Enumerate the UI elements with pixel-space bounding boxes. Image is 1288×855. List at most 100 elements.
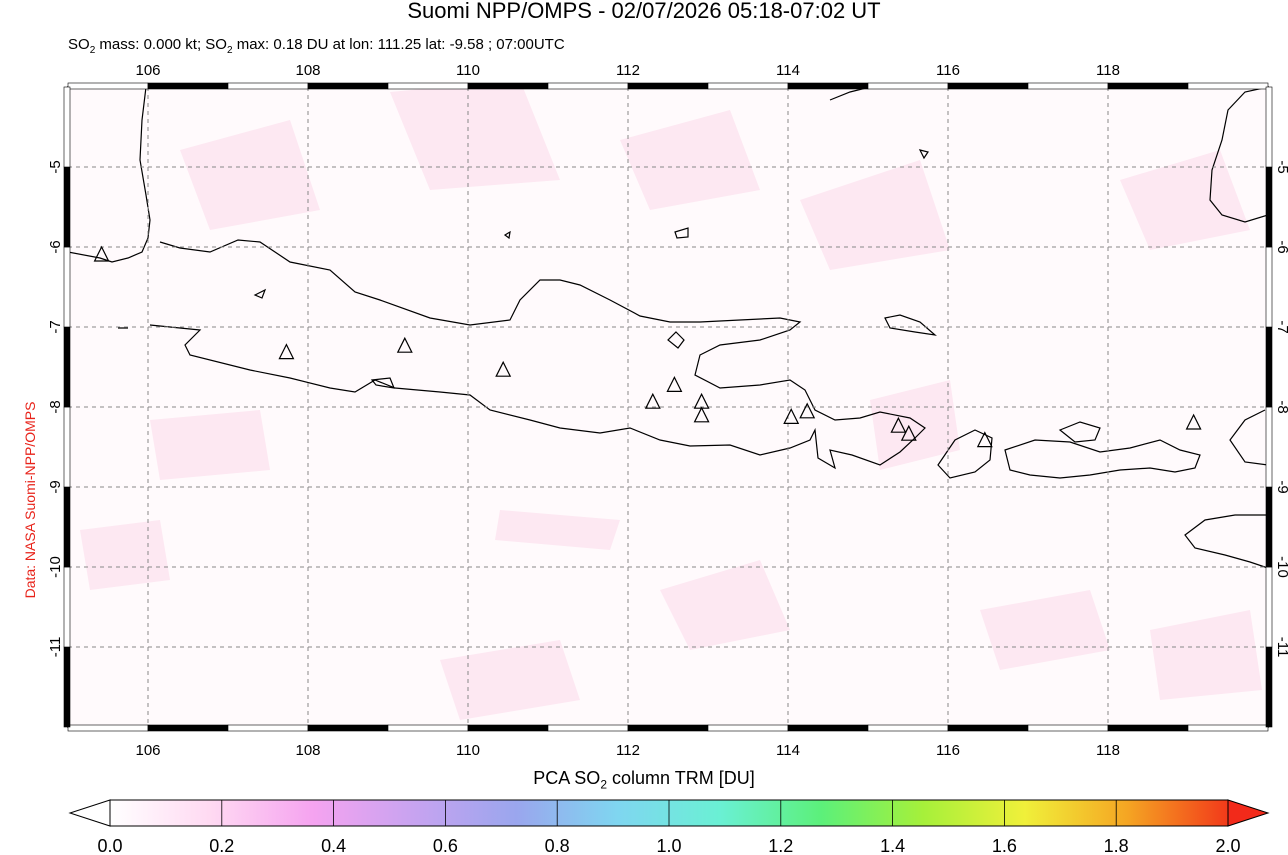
frame-bar-left bbox=[63, 166, 71, 248]
frame-bar-bottom bbox=[147, 724, 229, 732]
volcano-marker bbox=[644, 392, 661, 409]
frame-bar-left bbox=[63, 86, 71, 168]
volcano-marker bbox=[799, 402, 816, 419]
lat-tick-label-right: -7 bbox=[1274, 320, 1288, 333]
lon-tick-label-top: 118 bbox=[1096, 62, 1120, 79]
lon-tick-label-bottom: 112 bbox=[616, 742, 640, 759]
lon-tick-label-bottom: 118 bbox=[1096, 742, 1120, 759]
frame-bar-bottom bbox=[947, 724, 1029, 732]
frame-bar-left bbox=[63, 326, 71, 408]
frame-bar-top bbox=[307, 82, 389, 90]
frame-bar-top bbox=[947, 82, 1029, 90]
volcano-marker bbox=[278, 343, 295, 360]
colorbar-tick-label: 0.6 bbox=[433, 836, 458, 855]
frame-bar-right bbox=[1265, 246, 1273, 328]
frame-bar-top bbox=[387, 82, 469, 90]
page-title: Suomi NPP/OMPS - 02/07/2026 05:18-07:02 … bbox=[407, 0, 881, 23]
colorbar-tick-label: 0.4 bbox=[321, 836, 346, 855]
volcano-marker bbox=[976, 431, 993, 448]
colorbar-high-arrow bbox=[1227, 799, 1270, 827]
colorbar-tick-label: 0.2 bbox=[209, 836, 234, 855]
frame-bar-left bbox=[63, 406, 71, 488]
lon-tick-label-top: 108 bbox=[295, 62, 320, 79]
colorbar-tick-label: 1.8 bbox=[1104, 836, 1129, 855]
frame-bar-top bbox=[227, 82, 309, 90]
frame-bar-left bbox=[63, 646, 71, 728]
volcano-marker bbox=[693, 406, 710, 423]
volcano-marker bbox=[93, 245, 110, 262]
frame-bar-right bbox=[1265, 166, 1273, 248]
frame-bar-bottom bbox=[867, 724, 949, 732]
colorbar-tick-label: 1.4 bbox=[880, 836, 905, 855]
frame-bar-bottom bbox=[547, 724, 629, 732]
lat-tick-label-left: -5 bbox=[47, 160, 64, 173]
lon-tick-label-bottom: 108 bbox=[295, 742, 320, 759]
map-subtitle: SO2 mass: 0.000 kt; SO2 max: 0.18 DU at … bbox=[68, 36, 565, 56]
lon-tick-label-top: 116 bbox=[936, 62, 960, 79]
frame-bar-bottom bbox=[627, 724, 709, 732]
lat-tick-label-right: -6 bbox=[1274, 240, 1288, 253]
lon-tick-label-top: 106 bbox=[135, 62, 160, 79]
lon-tick-label-bottom: 106 bbox=[135, 742, 160, 759]
volcano-marker bbox=[900, 424, 917, 441]
lat-tick-label-right: -11 bbox=[1274, 637, 1288, 658]
lon-tick-label-top: 110 bbox=[456, 62, 480, 79]
frame-bar-top bbox=[147, 82, 229, 90]
frame-bar-left bbox=[63, 566, 71, 648]
lon-tick-label-top: 114 bbox=[776, 62, 800, 79]
colorbar: 0.0 0.2 0.4 0.6 0.8 1.0 1.2 1.4 1.6 1.8 2.0 bbox=[68, 799, 1270, 855]
frame-bar-right bbox=[1265, 566, 1273, 648]
frame-bar-bottom bbox=[387, 724, 469, 732]
frame-scale-bars bbox=[63, 82, 1273, 732]
lat-tick-label-right: -9 bbox=[1274, 480, 1288, 493]
volcano-markers bbox=[93, 245, 1202, 448]
frame-bar-bottom bbox=[1187, 724, 1269, 732]
frame-bar-top bbox=[1107, 82, 1189, 90]
axis-tick-labels: 106 106 108 108 110 110 112 112 114 114 116 116 118 1… bbox=[47, 62, 1288, 759]
colorbar-tick-label: 1.6 bbox=[992, 836, 1017, 855]
frame-bar-top bbox=[1187, 82, 1269, 90]
lat-tick-label-left: -10 bbox=[47, 556, 64, 578]
lon-tick-label-bottom: 116 bbox=[936, 742, 960, 759]
frame-bar-left bbox=[63, 246, 71, 328]
colorbar-tick-label: 0.0 bbox=[97, 836, 122, 855]
frame-bar-bottom bbox=[307, 724, 389, 732]
frame-bar-right bbox=[1265, 86, 1273, 168]
colorbar-tick-label: 2.0 bbox=[1215, 836, 1240, 855]
volcano-marker bbox=[1185, 413, 1202, 430]
frame-bar-top bbox=[867, 82, 949, 90]
frame-bar-bottom bbox=[467, 724, 549, 732]
volcano-marker bbox=[666, 376, 683, 392]
volcano-marker bbox=[890, 416, 907, 433]
volcano-marker bbox=[495, 360, 512, 377]
frame-bar-right bbox=[1265, 486, 1273, 568]
lat-tick-label-right: -5 bbox=[1274, 160, 1288, 173]
frame-bar-bottom bbox=[227, 724, 309, 732]
lat-tick-label-right: -10 bbox=[1274, 556, 1288, 578]
colorbar-tick-label: 1.2 bbox=[768, 836, 793, 855]
frame-bar-top bbox=[627, 82, 709, 90]
frame-bar-top bbox=[67, 82, 149, 90]
lat-tick-label-left: -11 bbox=[47, 637, 64, 658]
frame-bar-top bbox=[1027, 82, 1109, 90]
lat-tick-label-left: -7 bbox=[47, 320, 64, 333]
grid-lines bbox=[68, 87, 1268, 727]
frame-bar-bottom bbox=[1107, 724, 1189, 732]
frame-bar-left bbox=[63, 486, 71, 568]
colorbar-tick-label: 0.8 bbox=[545, 836, 570, 855]
lat-tick-label-right: -8 bbox=[1274, 400, 1288, 413]
frame-bar-bottom bbox=[67, 724, 149, 732]
lat-tick-label-left: -8 bbox=[47, 400, 64, 413]
lon-tick-label-top: 112 bbox=[616, 62, 640, 79]
frame-bar-right bbox=[1265, 326, 1273, 408]
frame-bar-bottom bbox=[707, 724, 789, 732]
colorbar-title: PCA SO2 column TRM [DU] bbox=[533, 768, 755, 792]
frame-bar-right bbox=[1265, 646, 1273, 728]
frame-bar-top bbox=[547, 82, 629, 90]
volcano-marker bbox=[396, 336, 413, 353]
frame-bar-top bbox=[707, 82, 789, 90]
colorbar-tick-label: 1.0 bbox=[656, 836, 681, 855]
lat-tick-label-left: -6 bbox=[47, 240, 64, 253]
colorbar-low-arrow bbox=[68, 799, 111, 827]
